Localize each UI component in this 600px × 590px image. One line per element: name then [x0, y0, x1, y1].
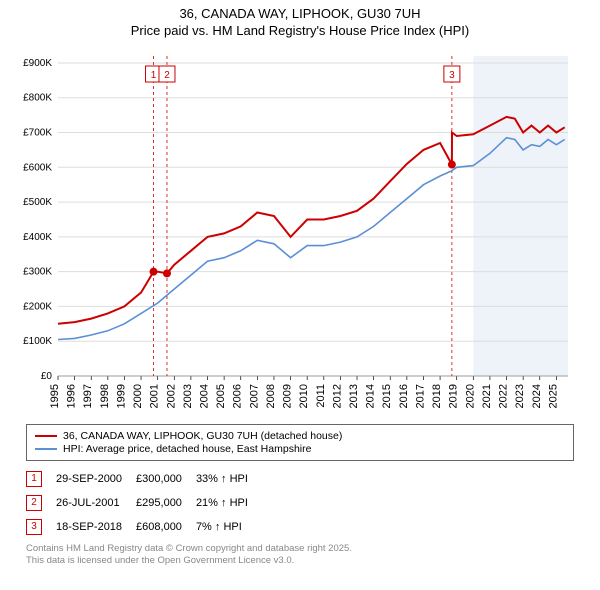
legend-swatch-1 [35, 435, 57, 437]
svg-text:2019: 2019 [448, 384, 460, 408]
legend-swatch-2 [35, 448, 57, 450]
sales-pct: 33% ↑ HPI [196, 467, 262, 491]
svg-text:2025: 2025 [547, 384, 559, 408]
legend-label-1: 36, CANADA WAY, LIPHOOK, GU30 7UH (detac… [63, 430, 342, 442]
svg-text:2013: 2013 [348, 384, 360, 408]
sales-date: 18-SEP-2018 [56, 515, 136, 539]
sales-num: 1 [26, 467, 56, 491]
sales-num: 3 [26, 515, 56, 539]
svg-text:2020: 2020 [464, 384, 476, 408]
svg-text:2018: 2018 [431, 384, 443, 408]
svg-text:1998: 1998 [99, 384, 111, 408]
sales-row: 129-SEP-2000£300,00033% ↑ HPI [26, 467, 262, 491]
svg-text:£400K: £400K [23, 232, 52, 243]
svg-text:2001: 2001 [149, 384, 161, 408]
sales-price: £608,000 [136, 515, 196, 539]
svg-text:£0: £0 [41, 371, 53, 382]
svg-text:1996: 1996 [66, 384, 78, 408]
svg-text:1999: 1999 [115, 384, 127, 408]
sales-table: 129-SEP-2000£300,00033% ↑ HPI226-JUL-200… [26, 467, 262, 539]
sales-pct: 7% ↑ HPI [196, 515, 262, 539]
svg-text:2024: 2024 [531, 384, 543, 408]
svg-text:1995: 1995 [49, 384, 61, 408]
svg-text:2005: 2005 [215, 384, 227, 408]
svg-text:£700K: £700K [23, 128, 52, 139]
svg-text:2004: 2004 [199, 384, 211, 408]
footer-line1: Contains HM Land Registry data © Crown c… [26, 543, 574, 555]
legend-box: 36, CANADA WAY, LIPHOOK, GU30 7UH (detac… [26, 424, 574, 461]
legend-label-2: HPI: Average price, detached house, East… [63, 443, 311, 455]
sales-num: 2 [26, 491, 56, 515]
svg-text:2002: 2002 [165, 384, 177, 408]
svg-text:£300K: £300K [23, 267, 52, 278]
svg-text:2009: 2009 [282, 384, 294, 408]
svg-text:2010: 2010 [298, 384, 310, 408]
svg-text:1997: 1997 [82, 384, 94, 408]
svg-text:2012: 2012 [331, 384, 343, 408]
svg-text:2023: 2023 [514, 384, 526, 408]
chart-svg: £0 £100K £200K £300K £400K £500K £600K £700K £80… [20, 48, 580, 418]
svg-text:£900K: £900K [23, 58, 52, 69]
svg-text:2017: 2017 [414, 384, 426, 408]
sales-row: 226-JUL-2001£295,00021% ↑ HPI [26, 491, 262, 515]
legend-row-1: 36, CANADA WAY, LIPHOOK, GU30 7UH (detac… [35, 430, 565, 442]
sales-row: 318-SEP-2018£608,0007% ↑ HPI [26, 515, 262, 539]
svg-text:£100K: £100K [23, 336, 52, 347]
svg-text:£500K: £500K [23, 197, 52, 208]
legend-row-2: HPI: Average price, detached house, East… [35, 443, 565, 455]
sales-price: £300,000 [136, 467, 196, 491]
svg-text:2003: 2003 [182, 384, 194, 408]
svg-text:2022: 2022 [498, 384, 510, 408]
svg-text:2008: 2008 [265, 384, 277, 408]
svg-text:£600K: £600K [23, 162, 52, 173]
chart-container: 36, CANADA WAY, LIPHOOK, GU30 7UH Price … [0, 0, 600, 568]
footer: Contains HM Land Registry data © Crown c… [26, 543, 574, 568]
svg-text:£200K: £200K [23, 301, 52, 312]
chart-area: £0 £100K £200K £300K £400K £500K £600K £700K £80… [20, 48, 580, 418]
title-address: 36, CANADA WAY, LIPHOOK, GU30 7UH [0, 6, 600, 21]
svg-text:2015: 2015 [381, 384, 393, 408]
svg-text:2: 2 [164, 70, 170, 81]
svg-text:1: 1 [151, 70, 157, 81]
svg-text:2016: 2016 [398, 384, 410, 408]
sales-date: 29-SEP-2000 [56, 467, 136, 491]
svg-text:2007: 2007 [248, 384, 260, 408]
svg-text:2014: 2014 [365, 384, 377, 408]
svg-text:2006: 2006 [232, 384, 244, 408]
sales-date: 26-JUL-2001 [56, 491, 136, 515]
svg-text:3: 3 [449, 70, 455, 81]
svg-text:2021: 2021 [481, 384, 493, 408]
sales-pct: 21% ↑ HPI [196, 491, 262, 515]
title-block: 36, CANADA WAY, LIPHOOK, GU30 7UH Price … [0, 0, 600, 48]
footer-line2: This data is licensed under the Open Gov… [26, 555, 574, 567]
svg-text:£800K: £800K [23, 93, 52, 104]
svg-text:2000: 2000 [132, 384, 144, 408]
svg-text:2011: 2011 [315, 384, 327, 408]
title-subtitle: Price paid vs. HM Land Registry's House … [0, 23, 600, 38]
sales-price: £295,000 [136, 491, 196, 515]
